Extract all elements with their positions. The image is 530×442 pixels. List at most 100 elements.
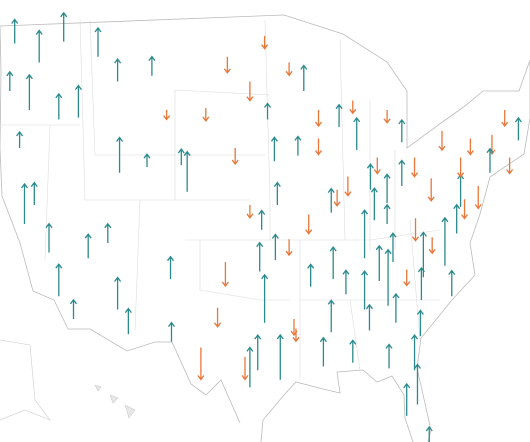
arrow: [342, 269, 350, 295]
arrow: [373, 157, 381, 175]
arrow: [314, 110, 323, 128]
arrow: [353, 116, 361, 150]
arrow: [412, 218, 420, 242]
arrow: [197, 347, 205, 381]
arrow: [383, 173, 391, 204]
arrow: [167, 255, 175, 280]
arrow: [413, 363, 421, 405]
arrow: [116, 136, 124, 173]
arrow: [264, 102, 272, 120]
arrow: [300, 64, 308, 91]
arrow: [261, 273, 269, 323]
arrow: [506, 157, 514, 175]
arrow: [60, 11, 68, 42]
arrow: [319, 336, 327, 367]
arrow: [104, 222, 112, 243]
arrow: [202, 108, 210, 122]
arrow: [425, 425, 433, 442]
arrow: [231, 148, 239, 166]
arrow: [246, 346, 254, 388]
arrow: [69, 298, 78, 319]
arrow: [285, 239, 293, 257]
arrow: [383, 203, 391, 224]
arrow: [84, 233, 92, 259]
arrow: [335, 103, 343, 128]
arrow: [398, 118, 406, 143]
arrow: [292, 328, 300, 343]
arrow: [329, 246, 337, 280]
arrow: [94, 26, 102, 57]
arrow: [294, 135, 302, 156]
arrow: [261, 35, 269, 50]
arrow: [258, 209, 266, 230]
arrow: [183, 150, 191, 192]
arrow: [403, 382, 411, 416]
arrow: [333, 189, 341, 207]
hawaii-inset: [94, 384, 136, 419]
arrow: [438, 130, 446, 152]
arrow: [55, 92, 63, 120]
arrow: [392, 292, 400, 323]
arrow: [383, 110, 391, 124]
arrow: [365, 303, 373, 331]
arrow: [6, 70, 14, 91]
arrow: [25, 73, 33, 110]
arrow: [384, 248, 392, 306]
arrow: [457, 157, 465, 178]
arrow: [361, 209, 369, 259]
arrow: [74, 84, 82, 118]
arrow: [20, 182, 29, 224]
arrow: [411, 334, 419, 371]
arrow: [124, 307, 132, 335]
arrow: [327, 299, 335, 333]
arrow: [417, 266, 425, 300]
arrow: [427, 178, 435, 202]
arrow: [30, 181, 38, 205]
arrow: [307, 263, 315, 287]
arrow: [223, 56, 231, 74]
arrow: [385, 343, 393, 369]
arrow: [466, 138, 474, 156]
arrow: [241, 357, 249, 381]
arrow: [114, 58, 122, 82]
arrow: [361, 270, 369, 310]
arrow: [114, 276, 122, 310]
arrow: [416, 309, 424, 337]
arrow: [453, 203, 461, 234]
arrow: [389, 232, 397, 262]
arrow: [11, 18, 19, 44]
arrow: [474, 186, 482, 210]
arrow: [246, 81, 254, 102]
arrow: [246, 205, 254, 219]
arrow: [366, 163, 374, 190]
arrow: [177, 148, 185, 166]
arrow: [148, 55, 156, 76]
arrow: [501, 110, 509, 128]
arrow: [55, 263, 63, 297]
arrow: [254, 334, 262, 371]
arrow: [398, 159, 406, 186]
arrow: [457, 173, 465, 207]
arrow: [285, 62, 293, 77]
arrow: [45, 222, 53, 253]
arrow: [143, 153, 151, 167]
arrow: [305, 214, 313, 235]
arrow: [349, 100, 357, 115]
arrow: [327, 187, 335, 213]
arrow: [314, 138, 323, 156]
arrow: [461, 199, 469, 220]
arrow: [35, 29, 43, 63]
arrow: [214, 307, 222, 328]
arrow: [349, 339, 357, 363]
arrow: [221, 262, 229, 288]
arrow: [411, 157, 419, 178]
alaska-inset: [0, 339, 51, 421]
arrow: [276, 333, 284, 380]
arrow: [448, 269, 456, 297]
arrow: [486, 147, 494, 173]
arrow: [375, 244, 383, 281]
arrow: [163, 110, 171, 121]
us-outline: [0, 14, 530, 442]
arrow: [344, 176, 352, 197]
arrow: [271, 233, 279, 261]
